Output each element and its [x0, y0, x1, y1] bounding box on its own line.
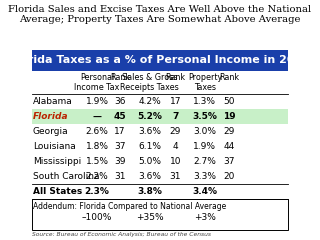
- Text: 39: 39: [115, 157, 126, 166]
- Text: South Carolina: South Carolina: [33, 172, 100, 181]
- Text: 4.2%: 4.2%: [138, 97, 161, 107]
- Text: 17: 17: [115, 127, 126, 136]
- Text: 17: 17: [170, 97, 181, 107]
- Text: 50: 50: [224, 97, 235, 107]
- Text: 2.3%: 2.3%: [84, 187, 109, 196]
- Text: 31: 31: [115, 172, 126, 181]
- Text: 4: 4: [172, 142, 178, 151]
- Text: 2.6%: 2.6%: [86, 127, 108, 136]
- Text: —: —: [92, 112, 101, 121]
- Text: 6.1%: 6.1%: [138, 142, 161, 151]
- Text: Rank: Rank: [219, 73, 239, 82]
- Text: Property
Taxes: Property Taxes: [188, 73, 222, 92]
- Text: 36: 36: [115, 97, 126, 107]
- Text: 37: 37: [224, 157, 235, 166]
- Text: 31: 31: [170, 172, 181, 181]
- Text: Addendum: Florida Compared to National Average: Addendum: Florida Compared to National A…: [33, 202, 226, 211]
- Text: +35%: +35%: [136, 213, 164, 222]
- Text: Florida Sales and Excise Taxes Are Well Above the National
Average; Property Tax: Florida Sales and Excise Taxes Are Well …: [8, 5, 312, 24]
- Text: 3.8%: 3.8%: [137, 187, 162, 196]
- Text: 3.5%: 3.5%: [193, 112, 217, 121]
- FancyBboxPatch shape: [32, 50, 288, 71]
- Text: 3.3%: 3.3%: [194, 172, 216, 181]
- Text: 1.9%: 1.9%: [85, 97, 108, 107]
- Text: 45: 45: [114, 112, 126, 121]
- FancyBboxPatch shape: [32, 199, 288, 230]
- Text: 29: 29: [224, 127, 235, 136]
- Text: 5.2%: 5.2%: [137, 112, 162, 121]
- Text: 37: 37: [115, 142, 126, 151]
- Text: 3.0%: 3.0%: [194, 127, 216, 136]
- Text: Personal
Income Tax: Personal Income Tax: [74, 73, 120, 92]
- Text: –100%: –100%: [82, 213, 112, 222]
- Text: Florida: Florida: [33, 112, 68, 121]
- Text: 19: 19: [223, 112, 236, 121]
- Text: 2.7%: 2.7%: [194, 157, 216, 166]
- Text: 2.2%: 2.2%: [86, 172, 108, 181]
- FancyBboxPatch shape: [32, 109, 288, 124]
- Text: +3%: +3%: [194, 213, 216, 222]
- Text: 20: 20: [224, 172, 235, 181]
- Text: 1.5%: 1.5%: [85, 157, 108, 166]
- Text: 44: 44: [224, 142, 235, 151]
- Text: Alabama: Alabama: [33, 97, 73, 107]
- Text: 5.0%: 5.0%: [138, 157, 161, 166]
- Text: 3.6%: 3.6%: [138, 172, 161, 181]
- Text: 7: 7: [172, 112, 179, 121]
- Text: Mississippi: Mississippi: [33, 157, 81, 166]
- Text: 1.8%: 1.8%: [85, 142, 108, 151]
- Text: Source: Bureau of Economic Analysis; Bureau of the Census: Source: Bureau of Economic Analysis; Bur…: [32, 232, 211, 237]
- Text: 10: 10: [170, 157, 181, 166]
- Text: Florida Taxes as a % of Personal Income in 2004: Florida Taxes as a % of Personal Income …: [10, 55, 310, 65]
- Text: 3.4%: 3.4%: [192, 187, 218, 196]
- Text: Louisiana: Louisiana: [33, 142, 76, 151]
- Text: Rank: Rank: [165, 73, 186, 82]
- Text: All States: All States: [33, 187, 82, 196]
- Text: Georgia: Georgia: [33, 127, 68, 136]
- Text: Sales & Gross
Receipts Taxes: Sales & Gross Receipts Taxes: [120, 73, 179, 92]
- Text: 1.9%: 1.9%: [194, 142, 216, 151]
- Text: 1.3%: 1.3%: [194, 97, 216, 107]
- Text: 29: 29: [170, 127, 181, 136]
- Text: Rank: Rank: [110, 73, 130, 82]
- Text: 3.6%: 3.6%: [138, 127, 161, 136]
